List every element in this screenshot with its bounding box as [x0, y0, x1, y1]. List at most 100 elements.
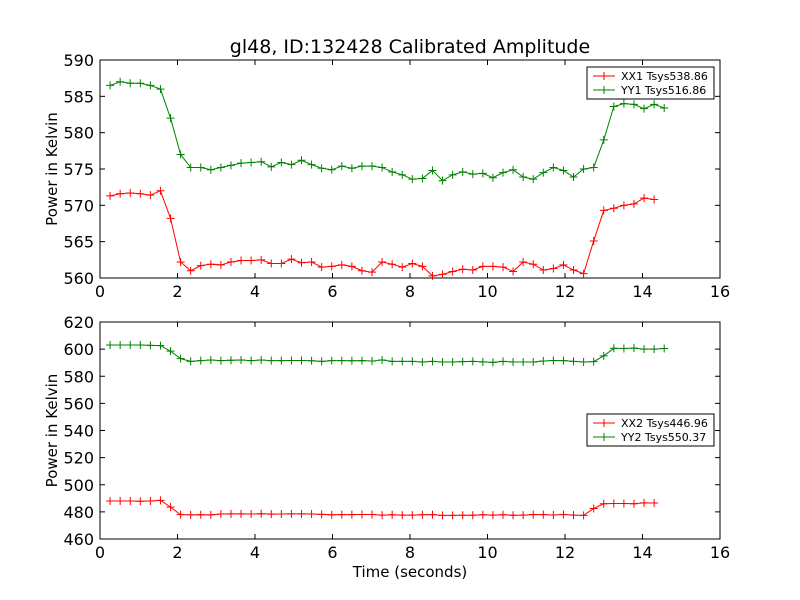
lower-series-1-point — [509, 511, 518, 520]
lower-series-2-point — [458, 357, 467, 366]
lower-series-2-point — [378, 355, 387, 364]
upper-series-2-point — [337, 162, 346, 171]
lower-x-tick-label: 0 — [95, 543, 105, 562]
upper-series-1-point — [609, 204, 618, 213]
lower-series-1-point — [237, 509, 246, 518]
upper-series-2-point — [650, 100, 659, 109]
upper-series-1-point — [599, 206, 608, 215]
lower-series-1-point — [257, 509, 266, 518]
lower-series-2-point — [337, 356, 346, 365]
upper-series-2-point — [156, 85, 165, 94]
upper-series-1-point — [408, 259, 417, 268]
lower-series-1-point — [569, 511, 578, 520]
lower-legend-box — [586, 413, 715, 447]
upper-series-2-point — [126, 79, 135, 88]
lower-series-2-point — [609, 344, 618, 353]
upper-series-1-point — [368, 268, 377, 277]
upper-series-2-point — [619, 99, 628, 108]
upper-series-1-point — [468, 266, 477, 275]
lower-y-tick-label: 480 — [63, 503, 94, 522]
lower-series-2-point — [428, 357, 437, 366]
lower-series-1-point — [267, 510, 276, 519]
lower-y-tick-label: 540 — [63, 422, 94, 441]
lower-y-tick-label: 500 — [63, 476, 94, 495]
lower-y-tick-label: 460 — [63, 530, 94, 549]
lower-series-1-point — [609, 499, 618, 508]
lower-series-2-point — [307, 356, 316, 365]
lower-series-1-point — [539, 510, 548, 519]
lower-series-2-point — [196, 356, 205, 365]
lower-series-1-point — [458, 511, 467, 520]
lower-series-2-point — [569, 357, 578, 366]
upper-series-2-point — [599, 135, 608, 144]
lower-series-2-point — [277, 356, 286, 365]
upper-series-1-point — [650, 195, 659, 204]
lower-series-2-point — [488, 358, 497, 367]
upper-series-1-point — [509, 267, 518, 276]
lower-series-2-point — [166, 347, 175, 356]
lower-series-1-point — [277, 510, 286, 519]
lower-series-1-point — [448, 511, 457, 520]
lower-series-2-point — [146, 341, 155, 350]
lower-series-1-point — [629, 499, 638, 508]
lower-series-2-point — [549, 356, 558, 365]
upper-series-1-point — [297, 258, 306, 267]
lower-x-tick-label: 14 — [632, 543, 652, 562]
lower-series-1-point — [206, 510, 215, 519]
upper-series-1-point — [216, 260, 225, 269]
upper-series-2-point — [106, 81, 115, 90]
upper-y-tick-label: 565 — [63, 233, 94, 252]
lower-series-1-point — [116, 497, 125, 506]
lower-legend-marker-1 — [600, 419, 608, 427]
upper-series-1-point — [418, 262, 427, 271]
upper-series-2-point — [589, 163, 598, 172]
lower-series-1-point — [106, 497, 115, 506]
upper-series-2-point — [539, 168, 548, 177]
lower-series-1-point — [640, 498, 649, 507]
lower-series-1-point — [156, 496, 165, 505]
lower-series-2-point — [660, 344, 669, 353]
upper-series-1-point — [640, 194, 649, 203]
upper-series-1-point — [196, 261, 205, 270]
lower-series-2-point — [106, 341, 115, 350]
lower-series-1-point — [478, 510, 487, 519]
upper-series-2-point — [398, 170, 407, 179]
upper-series-1-point — [186, 266, 195, 275]
upper-series-2-point — [257, 157, 266, 166]
lower-series-1-point — [216, 510, 225, 519]
lower-series-2-point — [509, 358, 518, 367]
lower-series-1-point — [368, 510, 377, 519]
upper-x-tick-label: 2 — [172, 282, 182, 301]
upper-series-2-point — [116, 77, 125, 86]
upper-series-1-point — [307, 258, 316, 267]
lower-series-2-point — [418, 358, 427, 367]
lower-series-1-point — [579, 511, 588, 520]
upper-x-tick-label: 8 — [405, 282, 415, 301]
upper-series-2-point — [418, 174, 427, 183]
upper-series-2-point — [438, 176, 447, 185]
upper-series-2-point — [609, 102, 618, 111]
lower-x-tick-label: 10 — [477, 543, 497, 562]
upper-series-1-point — [388, 260, 397, 269]
lower-series-1-point — [347, 510, 356, 519]
lower-y-tick-label: 620 — [63, 313, 94, 332]
upper-series-2-point — [206, 165, 215, 174]
upper-series-1-point — [438, 270, 447, 279]
upper-series-1-point — [277, 259, 286, 268]
lower-series-2-point — [186, 357, 195, 366]
upper-series-2-point — [216, 163, 225, 172]
lower-series-2-point — [579, 358, 588, 367]
lower-series-1-point — [519, 511, 528, 520]
upper-series-1-point — [347, 262, 356, 271]
lower-y-axis-label: Power in Kelvin — [43, 374, 61, 488]
lower-series-2-point — [126, 341, 135, 350]
upper-series-1-point — [317, 263, 326, 272]
upper-series-1-point — [267, 259, 276, 268]
lower-series-2-point — [317, 357, 326, 366]
upper-chart-panel: 0 2 4 6 8 10 12 14 16 560 565 570 575 580 585 590 Power … — [43, 51, 730, 301]
lower-series-1-point — [619, 499, 628, 508]
lower-series-2-point — [347, 356, 356, 365]
upper-series-1-point — [529, 260, 538, 269]
upper-x-tick-label: 16 — [710, 282, 730, 301]
upper-series-1-point — [539, 266, 548, 275]
